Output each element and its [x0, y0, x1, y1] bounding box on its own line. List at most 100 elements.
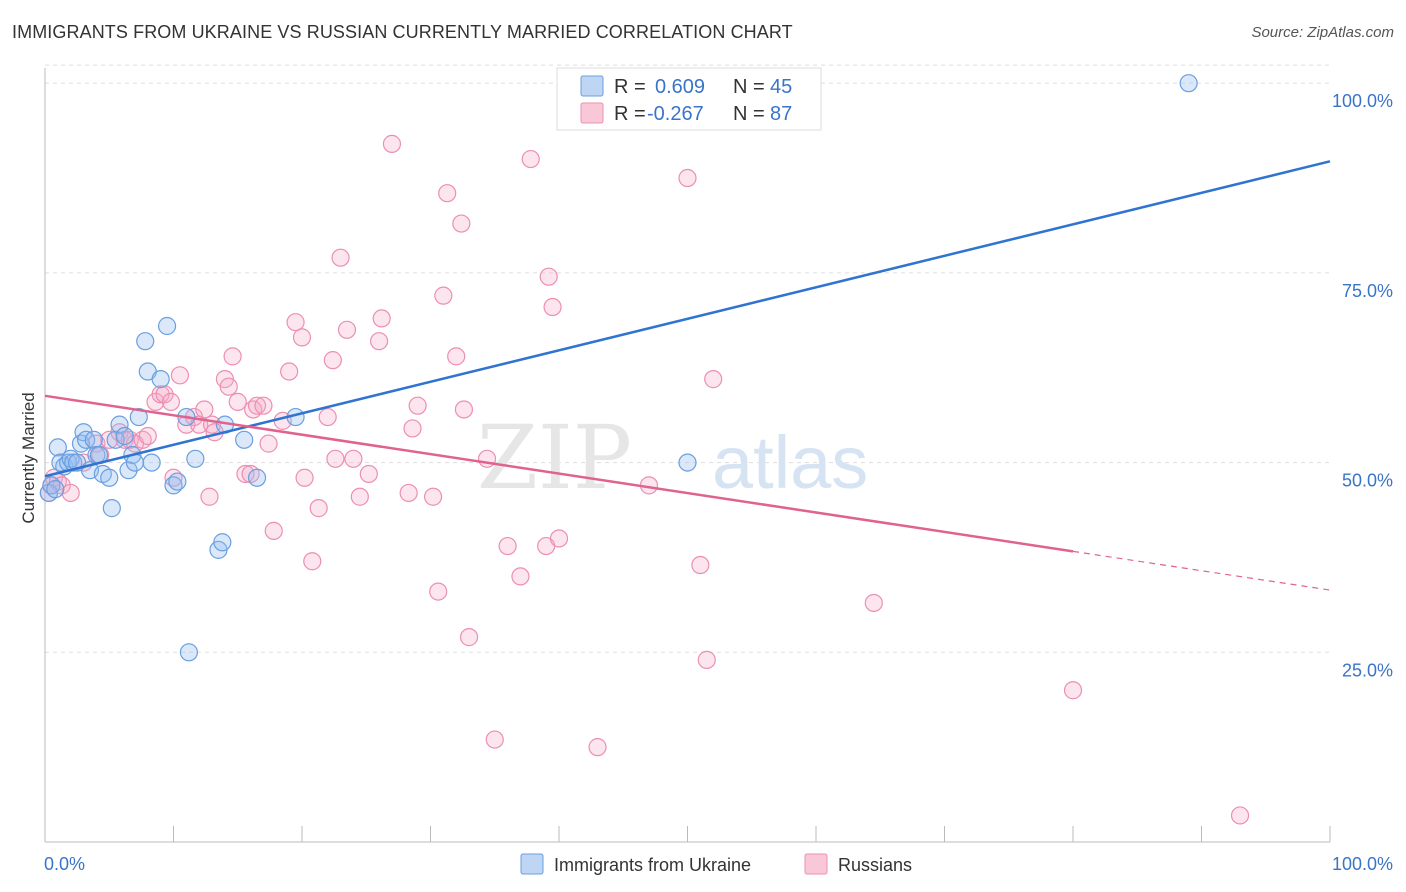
russians-point	[434, 286, 453, 305]
russians-point	[485, 730, 504, 749]
chart-title: IMMIGRANTS FROM UKRAINE VS RUSSIAN CURRE…	[12, 22, 793, 42]
ukraine-point	[46, 480, 65, 499]
watermark-zip: ZIP	[477, 406, 632, 509]
ukraine-point	[119, 461, 138, 480]
russians-point	[318, 407, 337, 427]
trend-lines	[44, 160, 1331, 591]
ukraine-swatch	[580, 75, 604, 97]
russians-point	[195, 400, 214, 419]
russians-point	[331, 248, 350, 267]
russians-point	[326, 449, 345, 468]
n-label-russians: N =	[733, 103, 765, 125]
russians-point	[100, 430, 119, 449]
ukraine-point	[100, 468, 119, 487]
russians-point	[280, 362, 299, 381]
ukraine-point	[64, 453, 83, 472]
ukraine-point	[179, 643, 199, 662]
russians-point	[521, 149, 540, 169]
ukraine-point	[77, 430, 96, 449]
russians-point	[309, 499, 328, 518]
r-value-ukraine: 0.609	[655, 76, 705, 98]
y-tick-label: 50.0%	[1342, 471, 1393, 491]
russians-point	[254, 396, 273, 415]
ukraine-point	[1179, 74, 1198, 93]
russians-point	[543, 297, 562, 317]
stats-legend: R = 0.609 N = 45 R = -0.267 N = 87	[556, 67, 822, 131]
legend-russians-swatch	[804, 853, 828, 875]
russians-point	[228, 392, 247, 411]
russians-point	[511, 567, 530, 586]
russians-point	[155, 385, 174, 404]
russians-point	[429, 582, 448, 601]
ukraine-point	[48, 438, 67, 457]
watermark: ZIP atlas	[477, 406, 868, 509]
russians-point	[864, 593, 883, 613]
russians-point	[498, 536, 517, 556]
russians-point	[539, 267, 558, 286]
ukraine-point	[136, 332, 155, 351]
x-tick-label: 0.0%	[44, 854, 85, 874]
ukraine-points	[39, 74, 1198, 662]
russians-point	[372, 309, 391, 328]
legend-ukraine-swatch	[520, 853, 544, 875]
ukraine-point	[157, 316, 177, 336]
ukraine-point	[235, 430, 254, 449]
r-label-ukraine: R =	[614, 76, 646, 98]
watermark-atlas: atlas	[712, 421, 868, 504]
russians-point	[459, 628, 479, 647]
y-tick-label: 75.0%	[1342, 281, 1393, 301]
russians-point	[447, 347, 466, 366]
ukraine-point	[142, 453, 161, 472]
y-axis-label: Currently Married	[19, 392, 38, 523]
russians-point	[678, 168, 697, 188]
russians-point	[200, 487, 219, 506]
russians-trend-line	[44, 394, 1074, 553]
russians-point	[1063, 681, 1083, 700]
russians-point	[1230, 806, 1250, 825]
russians-point	[438, 184, 457, 203]
russians-point	[337, 320, 357, 339]
russians-point	[359, 464, 378, 484]
russians-point	[691, 555, 710, 575]
russians-point	[454, 400, 474, 419]
x-tick-label: 100.0%	[1332, 854, 1393, 874]
russians-point	[303, 552, 322, 571]
russians-point	[138, 426, 157, 446]
axes: 25.0% 50.0% 75.0% 100.0% 0.0% 100.0%	[44, 68, 1393, 874]
ukraine-point	[186, 449, 205, 468]
russians-point	[549, 529, 569, 548]
legend-ukraine-label: Immigrants from Ukraine	[554, 855, 751, 875]
russians-point	[423, 487, 443, 506]
russians-point	[399, 483, 418, 503]
russians-point	[344, 449, 363, 468]
n-value-russians: 87	[770, 103, 792, 125]
russians-point	[170, 366, 190, 385]
russians-point	[61, 483, 80, 503]
russians-point	[264, 521, 283, 540]
ukraine-point	[678, 453, 697, 472]
russians-point	[236, 464, 255, 484]
russians-point	[295, 468, 314, 487]
r-label-russians: R =	[614, 103, 646, 125]
russians-point	[151, 385, 170, 404]
series-legend: Immigrants from Ukraine Russians	[520, 853, 912, 875]
ukraine-point	[106, 430, 125, 449]
russians-point	[259, 434, 278, 453]
ukraine-point	[84, 430, 103, 449]
russians-point	[286, 313, 305, 332]
ukraine-point	[247, 468, 267, 487]
russians-point	[323, 351, 342, 370]
russians-point	[223, 347, 242, 366]
russians-swatch	[580, 102, 604, 124]
ukraine-point	[102, 499, 121, 518]
ukraine-point	[115, 426, 134, 446]
source-label: Source: ZipAtlas.com	[1251, 24, 1394, 41]
ukraine-point	[110, 415, 129, 434]
russians-point	[161, 392, 181, 411]
ukraine-trend-line	[44, 160, 1331, 478]
r-value-russians: -0.267	[647, 103, 704, 125]
n-value-ukraine: 45	[770, 76, 792, 98]
russians-point	[452, 214, 471, 233]
russians-points	[39, 134, 1250, 825]
russians-point	[588, 738, 607, 757]
